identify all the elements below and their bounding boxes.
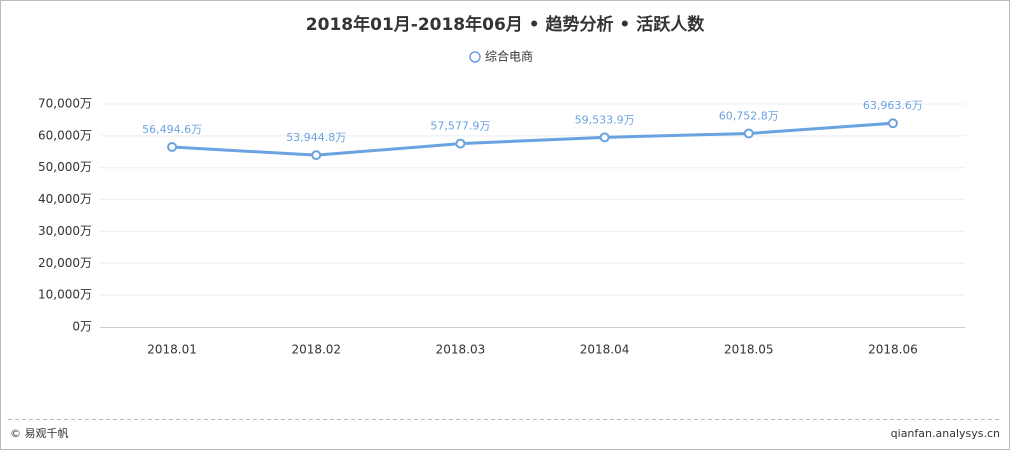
y-tick-label: 0万	[72, 320, 92, 334]
legend-label: 综合电商	[485, 49, 533, 64]
point	[599, 132, 610, 143]
x-tick-label: 2018.02	[291, 343, 341, 357]
x-tick-label: 2018.05	[724, 343, 774, 357]
data-label: 60,752.8万	[719, 109, 779, 122]
footer-source: © 易观千帆	[10, 426, 69, 440]
series-line	[171, 121, 894, 157]
y-tick-label: 60,000万	[38, 128, 92, 142]
x-tick-label: 2018.03	[436, 343, 486, 357]
chart-title: 2018年01月-2018年06月 • 趋势分析 • 活跃人数	[306, 14, 705, 35]
y-tick-label: 50,000万	[38, 160, 92, 174]
legend-marker	[469, 51, 481, 63]
y-tick-label: 40,000万	[38, 192, 92, 206]
point	[743, 128, 754, 139]
point	[167, 142, 178, 153]
data-label: 63,963.6万	[863, 99, 923, 112]
x-tick-label: 2018.01	[147, 343, 197, 357]
point	[455, 138, 466, 149]
footer-url: qianfan.analysys.cn	[891, 427, 1000, 440]
data-label: 56,494.6万	[142, 123, 202, 136]
y-tick-label: 10,000万	[38, 288, 92, 302]
data-label: 53,944.8万	[286, 131, 346, 144]
y-tick-label: 70,000万	[38, 97, 92, 111]
y-tick-label: 30,000万	[38, 224, 92, 238]
point	[311, 150, 322, 161]
data-label: 59,533.9万	[575, 113, 635, 126]
x-tick-label: 2018.04	[580, 343, 630, 357]
data-label: 57,577.9万	[430, 120, 490, 133]
y-tick-label: 20,000万	[38, 256, 92, 270]
x-tick-label: 2018.06	[868, 343, 918, 357]
point	[887, 118, 898, 129]
